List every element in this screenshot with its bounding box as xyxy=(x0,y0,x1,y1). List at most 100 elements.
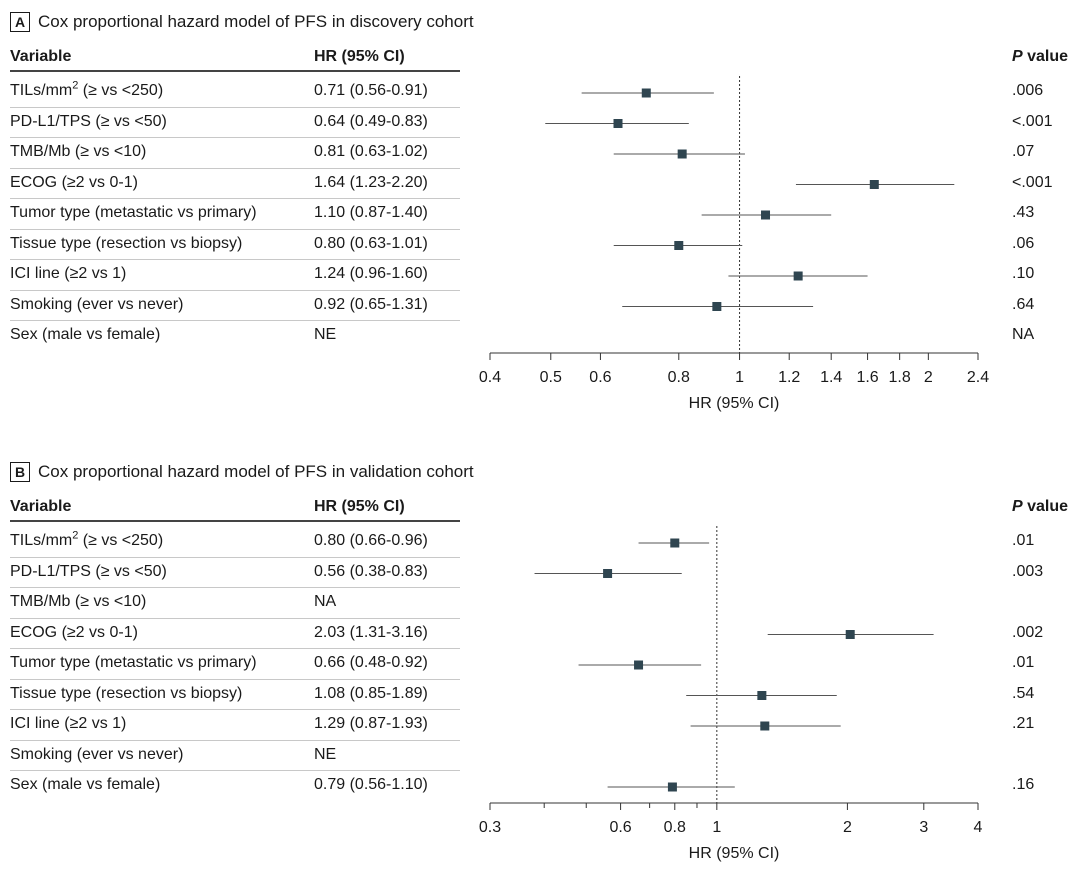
panel-a-title-text: Cox proportional hazard model of PFS in … xyxy=(38,12,474,31)
hr-value: 1.64 (1.23-2.20) xyxy=(314,173,428,191)
x-axis-title: HR (95% CI) xyxy=(689,395,780,412)
variable-label: ECOG (≥2 vs 0-1) xyxy=(10,174,138,192)
variable-text: ECOG (≥2 vs 0-1) xyxy=(10,173,138,191)
p-value: .07 xyxy=(1012,143,1035,160)
header-p-rest: value xyxy=(1022,48,1069,65)
x-tick-label: 4 xyxy=(974,819,983,836)
p-value: <.001 xyxy=(1012,173,1053,191)
variable-text: Tumor type (metastatic vs primary) xyxy=(10,654,257,671)
hr-value: 0.66 (0.48-0.92) xyxy=(314,654,428,671)
variable-label: TMB/Mb (≥ vs <10) xyxy=(10,593,146,611)
p-value: .01 xyxy=(1012,654,1035,671)
table-row: Tissue type (resection vs biopsy) 1.08 (0… xyxy=(10,679,460,710)
header-p-italic: P xyxy=(1012,48,1023,65)
table-row: Smoking (ever vs never) 0.92 (0.65-1.31) xyxy=(10,290,460,321)
variable-label: Smoking (ever vs never) xyxy=(10,746,183,764)
variable-label: PD-L1/TPS (≥ vs <50) xyxy=(10,563,167,581)
hr-marker xyxy=(793,271,803,281)
variable-label: Tissue type (resection vs biopsy) xyxy=(10,685,242,703)
p-value: .006 xyxy=(1012,82,1044,99)
table-row: ECOG (≥2 vs 0-1) 1.64 (1.23-2.20) xyxy=(10,168,460,199)
variable-label: ICI line (≥2 vs 1) xyxy=(10,715,126,733)
x-tick-label: 0.3 xyxy=(479,819,501,836)
table-row: Tissue type (resection vs biopsy) 0.80 (0… xyxy=(10,229,460,260)
p-value: .01 xyxy=(1012,532,1035,549)
forest-plot: 0.4 0.5 0.6 0.8 1 1.2 1.4 1.6 1.8 2 2.4 HR (95% CI) xyxy=(479,76,989,412)
table-row: Sex (male vs female) 0.79 (0.56-1.10) xyxy=(10,770,460,801)
x-tick-label: 0.6 xyxy=(609,819,631,836)
variable-superscript: 2 xyxy=(72,79,79,92)
hr-value: 2.03 (1.31-3.16) xyxy=(314,623,428,641)
variable-text: ICI line (≥2 vs 1) xyxy=(10,265,127,282)
x-tick-label: 0.8 xyxy=(664,819,686,836)
x-tick-label: 2.4 xyxy=(967,369,989,386)
table-row: TMB/Mb (≥ vs <10) 0.81 (0.63-1.02) xyxy=(10,137,460,169)
x-tick-label: 1.8 xyxy=(889,369,911,386)
hr-value: NE xyxy=(314,326,337,343)
hr-marker xyxy=(634,660,644,670)
hr-marker xyxy=(845,630,855,639)
table-row: Sex (male vs female) NE xyxy=(10,320,460,351)
variable-text: Smoking (ever vs never) xyxy=(10,745,184,763)
panel-a: A Cox proportional hazard model of PFS i… xyxy=(0,10,1080,430)
x-tick-label: 0.6 xyxy=(589,369,611,386)
variable-label: Tumor type (metastatic vs primary) xyxy=(10,204,257,222)
variable-text: Tissue type (resection vs biopsy) xyxy=(10,234,243,252)
hr-marker xyxy=(757,691,767,700)
hr-marker xyxy=(674,241,684,250)
variable-text: ECOG (≥2 vs 0-1) xyxy=(10,623,138,641)
table-row: Smoking (ever vs never) NE xyxy=(10,740,460,771)
p-value: <.001 xyxy=(1012,112,1053,130)
p-value: .16 xyxy=(1012,776,1035,793)
panel-b-letter: B xyxy=(10,462,30,482)
p-value: .002 xyxy=(1012,623,1044,641)
table-row: PD-L1/TPS (≥ vs <50) 0.56 (0.38-0.83) xyxy=(10,557,460,588)
variable-text: Smoking (ever vs never) xyxy=(10,295,184,313)
variable-text: Tissue type (resection vs biopsy) xyxy=(10,684,243,702)
p-value: .10 xyxy=(1012,265,1035,282)
p-value: .21 xyxy=(1012,715,1035,732)
hr-value: 0.79 (0.56-1.10) xyxy=(314,776,428,793)
x-tick-label: 0.4 xyxy=(479,369,501,386)
variable-label: TILs/mm2 (≥ vs <250) xyxy=(10,529,163,550)
hr-value: 0.80 (0.66-0.96) xyxy=(314,532,428,549)
hr-value: 0.81 (0.63-1.02) xyxy=(314,143,428,160)
p-value: .06 xyxy=(1012,234,1035,252)
x-tick-label: 1 xyxy=(735,369,744,386)
hr-value: 1.08 (0.85-1.89) xyxy=(314,684,428,702)
table-row: TILs/mm2 (≥ vs <250) 0.80 (0.66-0.96) xyxy=(10,526,460,558)
p-value: .43 xyxy=(1012,204,1035,221)
variable-label: Sex (male vs female) xyxy=(10,776,160,794)
panel-b: B Cox proportional hazard model of PFS i… xyxy=(0,460,1080,876)
hr-marker xyxy=(670,538,680,548)
variable-text: TMB/Mb (≥ vs <10) xyxy=(10,143,147,160)
variable-label: Sex (male vs female) xyxy=(10,326,160,344)
x-tick-label: 1.2 xyxy=(778,369,800,386)
table-row: ECOG (≥2 vs 0-1) 2.03 (1.31-3.16) xyxy=(10,618,460,649)
variable-text: TILs/mm xyxy=(10,532,73,549)
hr-value: NA xyxy=(314,593,337,610)
variable-label: TILs/mm2 (≥ vs <250) xyxy=(10,79,164,100)
variable-text: PD-L1/TPS (≥ vs <50) xyxy=(10,562,167,580)
hr-marker xyxy=(603,569,613,578)
x-axis-title: HR (95% CI) xyxy=(689,845,780,862)
hr-value: 0.71 (0.56-0.91) xyxy=(314,82,428,99)
hr-value: 0.92 (0.65-1.31) xyxy=(314,295,428,313)
hr-value: 0.56 (0.38-0.83) xyxy=(314,562,428,580)
panel-b-title-text: Cox proportional hazard model of PFS in … xyxy=(38,462,474,481)
x-tick-label: 2 xyxy=(924,369,933,386)
header-rule xyxy=(10,520,460,522)
variable-text-rest: (≥ vs <250) xyxy=(78,82,164,99)
hr-value: 0.80 (0.63-1.01) xyxy=(314,234,428,252)
x-tick-label: 2 xyxy=(843,819,852,836)
variable-label: Tissue type (resection vs biopsy) xyxy=(10,235,242,253)
header-hr: HR (95% CI) xyxy=(314,48,405,65)
variable-text: Sex (male vs female) xyxy=(10,776,161,793)
variable-label: Tumor type (metastatic vs primary) xyxy=(10,654,257,672)
variable-superscript: 2 xyxy=(72,529,79,542)
x-tick-label: 3 xyxy=(919,819,928,836)
hr-marker xyxy=(641,88,651,98)
panel-b-title: B Cox proportional hazard model of PFS i… xyxy=(10,460,474,484)
p-value: .003 xyxy=(1012,562,1044,580)
p-value: .54 xyxy=(1012,684,1035,702)
